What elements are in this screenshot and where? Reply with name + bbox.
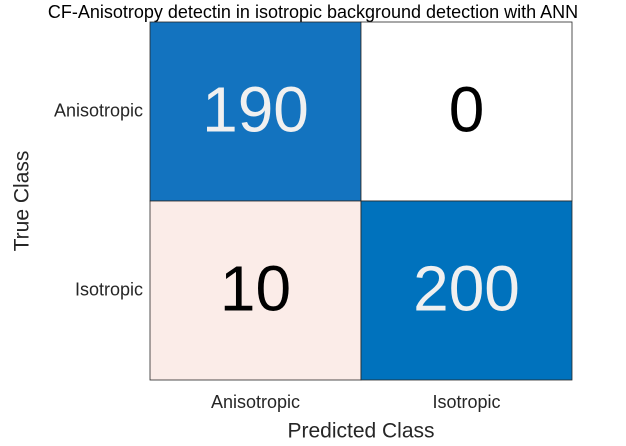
chart-title: CF-Anisotropy detectin in isotropic back…	[48, 2, 578, 22]
y-axis-label: True Class	[11, 151, 34, 252]
x-tick-label: Isotropic	[432, 392, 500, 412]
x-axis-label: Predicted Class	[287, 420, 434, 443]
x-tick-label: Anisotropic	[211, 392, 300, 412]
y-tick-label: Isotropic	[75, 279, 143, 299]
cell-value: 10	[220, 252, 291, 324]
y-tick-label: Anisotropic	[54, 100, 143, 120]
cell-value: 200	[413, 252, 520, 324]
cell	[149, 200, 362, 381]
cell-value: 190	[202, 73, 309, 145]
cell	[149, 21, 362, 202]
cell	[360, 200, 573, 381]
cell	[360, 21, 573, 202]
cell-value: 0	[449, 73, 485, 145]
